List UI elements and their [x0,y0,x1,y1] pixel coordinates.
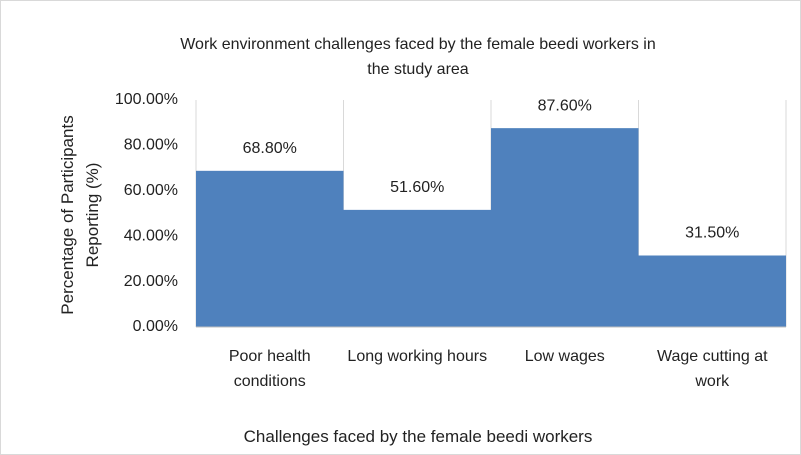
y-tick-label: 80.00% [124,137,178,154]
x-tick-label: Wage cutting at work [656,348,768,390]
y-tick-label: 0.00% [133,318,178,335]
chart-title: Work environment challenges faced by the… [180,36,656,78]
value-label: 51.60% [390,179,444,196]
value-label: 87.60% [538,97,592,114]
y-tick-label: 60.00% [124,182,178,199]
x-tick-label: Low wages [524,348,605,365]
bar [638,255,786,327]
value-label: 68.80% [243,140,297,157]
bar [343,209,491,327]
x-tick-label: Long working hours [347,348,488,365]
y-tick-label: 100.00% [115,91,178,108]
x-tick-label: Poor health conditions [228,348,311,390]
x-axis-label: Challenges faced by the female beedi wor… [243,427,593,446]
bar [196,170,344,327]
y-tick-label: 40.00% [124,227,178,244]
y-tick-label: 20.00% [124,273,178,290]
bar [491,128,639,327]
y-axis-label: Percentage of Participants Reporting (%) [58,115,102,315]
value-label: 31.50% [685,225,739,242]
